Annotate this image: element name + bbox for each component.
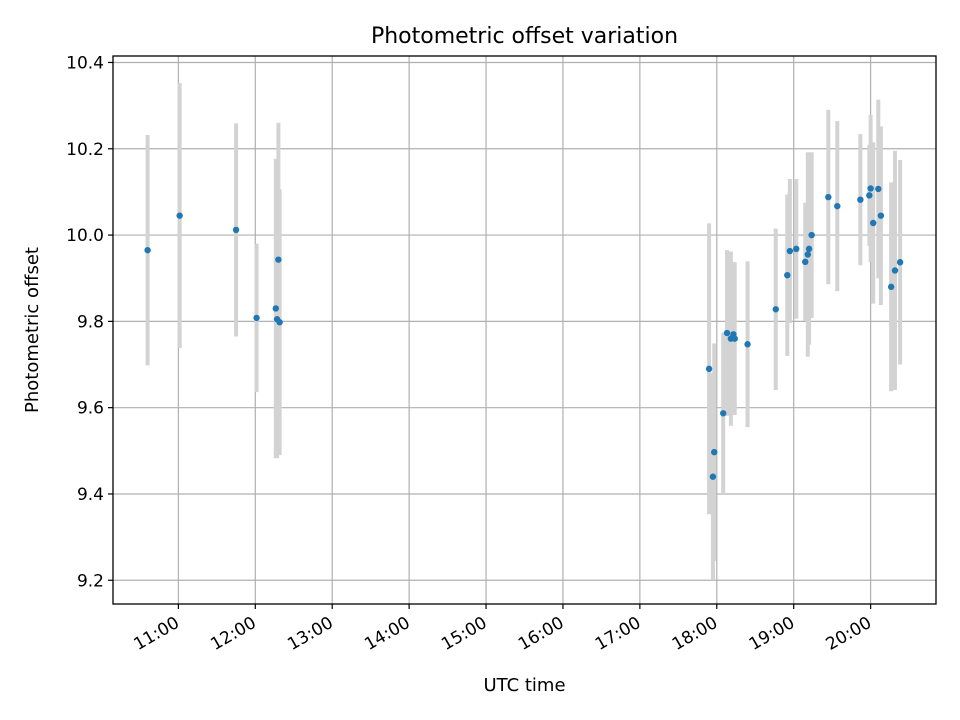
data-point bbox=[272, 305, 280, 312]
data-point bbox=[744, 341, 751, 348]
data-point bbox=[709, 473, 717, 480]
data-point bbox=[711, 448, 718, 456]
data-point bbox=[144, 246, 151, 254]
data-point bbox=[887, 283, 895, 291]
data-point bbox=[719, 410, 727, 417]
data-point bbox=[275, 256, 282, 263]
data-point bbox=[786, 247, 794, 255]
grid bbox=[113, 56, 936, 604]
data-point bbox=[705, 365, 713, 373]
y-tick-label: 9.8 bbox=[77, 312, 104, 332]
data-point bbox=[731, 335, 738, 342]
y-tick-label: 9.2 bbox=[77, 571, 104, 591]
data-point bbox=[891, 267, 899, 274]
data-point bbox=[875, 185, 882, 193]
y-tick-label: 9.4 bbox=[77, 485, 104, 505]
data-point bbox=[723, 329, 731, 337]
data-point bbox=[808, 231, 815, 239]
data-point bbox=[857, 196, 864, 203]
x-axis-title: UTC time bbox=[483, 675, 565, 696]
data-point bbox=[232, 226, 240, 234]
data-point bbox=[793, 245, 800, 253]
data-point bbox=[877, 212, 885, 219]
y-axis: 9.2 9.4 9.6 9.8 10.0 10.2 10.4 bbox=[66, 53, 113, 591]
data-point bbox=[176, 212, 183, 219]
y-tick-label: 10.4 bbox=[66, 53, 104, 73]
data-point bbox=[825, 193, 832, 201]
y-tick-label: 9.6 bbox=[77, 399, 104, 419]
chart-title: Photometric offset variation bbox=[371, 24, 678, 49]
data-point bbox=[804, 251, 812, 258]
data-point bbox=[869, 219, 877, 227]
data-point bbox=[896, 259, 904, 266]
data-point bbox=[784, 272, 791, 279]
data-point bbox=[834, 202, 841, 210]
y-axis-title: Photometric offset bbox=[22, 247, 43, 413]
plot-frame bbox=[112, 55, 937, 605]
data-point bbox=[802, 258, 809, 266]
data-point bbox=[253, 314, 260, 322]
data-point bbox=[867, 185, 874, 192]
data-markers bbox=[144, 185, 904, 480]
y-tick-label: 10.2 bbox=[66, 140, 104, 160]
y-tick-label: 10.0 bbox=[66, 226, 104, 246]
data-point bbox=[772, 306, 779, 313]
data-point bbox=[276, 319, 283, 326]
data-point bbox=[805, 245, 813, 253]
data-point bbox=[866, 192, 873, 199]
